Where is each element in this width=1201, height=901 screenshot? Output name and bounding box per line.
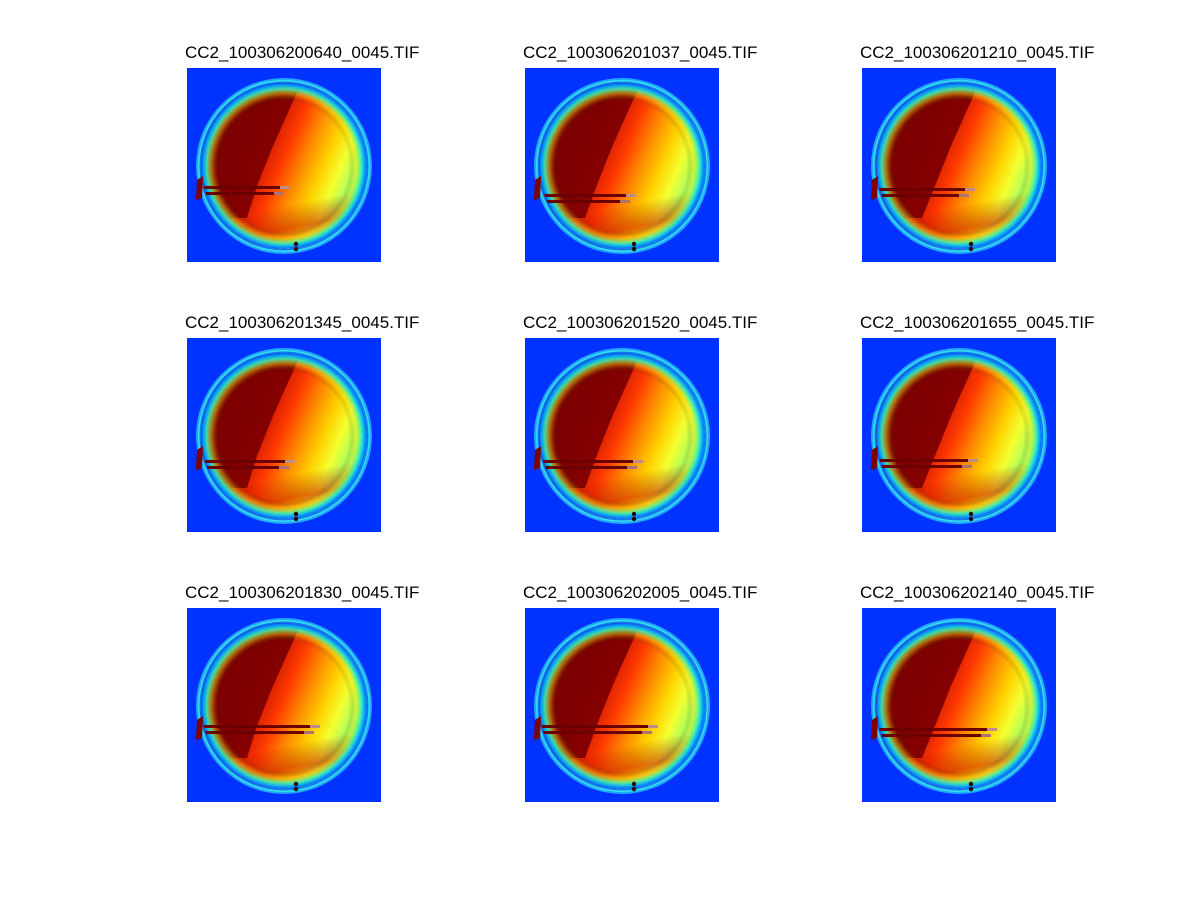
panel-title: CC2_100306200640_0045.TIF	[185, 43, 420, 62]
sun-image	[525, 68, 719, 262]
sun-image	[862, 608, 1056, 802]
sun-image	[187, 68, 381, 262]
panel-title: CC2_100306201037_0045.TIF	[523, 43, 758, 62]
panel-title: CC2_100306201830_0045.TIF	[185, 583, 420, 602]
sun-image	[862, 68, 1056, 262]
panel-title: CC2_100306202140_0045.TIF	[860, 583, 1095, 602]
panel-title: CC2_100306202005_0045.TIF	[523, 583, 758, 602]
sun-image	[525, 608, 719, 802]
sun-image	[187, 338, 381, 532]
panel-title: CC2_100306201210_0045.TIF	[860, 43, 1095, 62]
panel-title: CC2_100306201520_0045.TIF	[523, 313, 758, 332]
sun-image	[187, 608, 381, 802]
sun-image	[525, 338, 719, 532]
sun-image	[862, 338, 1056, 532]
panel-title: CC2_100306201655_0045.TIF	[860, 313, 1095, 332]
panel-title: CC2_100306201345_0045.TIF	[185, 313, 420, 332]
